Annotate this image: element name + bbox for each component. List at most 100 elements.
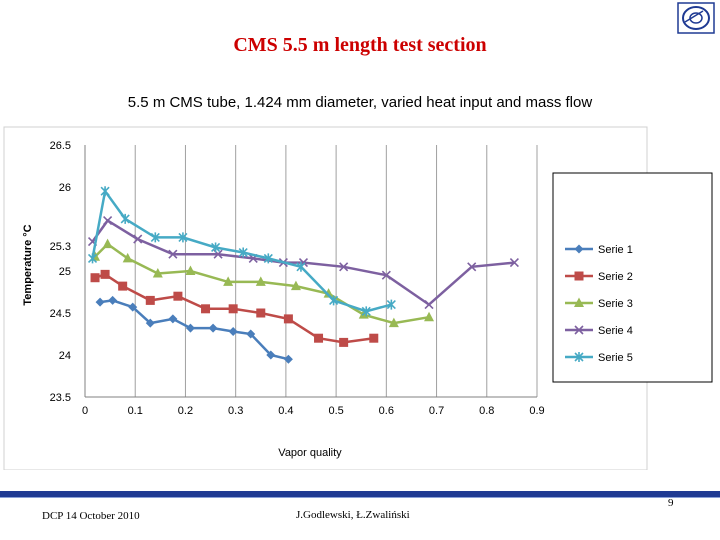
legend-item: Serie 3 — [565, 297, 633, 310]
data-point — [133, 234, 143, 244]
cern-logo-icon — [677, 2, 715, 34]
y-tick-label: 24.5 — [50, 308, 71, 320]
data-point — [509, 258, 519, 268]
x-tick-label: 0.8 — [479, 405, 494, 417]
data-point — [152, 268, 163, 278]
legend-label: Serie 3 — [598, 298, 633, 310]
data-point — [118, 281, 128, 291]
data-point — [90, 273, 100, 283]
x-axis-label: Vapor quality — [278, 447, 342, 459]
y-tick-label: 23.5 — [50, 392, 71, 404]
legend-item: Serie 4 — [565, 325, 633, 337]
data-point — [150, 232, 160, 243]
y-tick-label: 26.5 — [50, 140, 71, 152]
page-number: 9 — [668, 497, 674, 509]
legend-item: Serie 1 — [565, 244, 633, 256]
data-point — [574, 352, 584, 362]
x-tick-label: 0.4 — [278, 405, 293, 417]
x-tick-label: 0.9 — [529, 405, 544, 417]
series-serie-3 — [90, 238, 435, 328]
data-point — [263, 253, 273, 264]
data-point — [100, 186, 110, 197]
data-point — [424, 311, 435, 322]
footer-bar — [0, 491, 720, 497]
legend: Serie 1 Serie 2 Serie 3 Serie 4 Serie 5 — [565, 244, 633, 364]
data-point — [178, 232, 188, 243]
x-tick-label: 0.6 — [379, 405, 394, 417]
x-tick-label: 0.5 — [328, 405, 343, 417]
data-point — [145, 318, 155, 328]
data-point — [246, 329, 256, 339]
data-point — [185, 265, 196, 275]
data-point — [381, 270, 391, 280]
data-point — [574, 271, 584, 281]
data-point — [211, 242, 221, 253]
data-point — [329, 295, 339, 306]
data-point — [386, 299, 396, 310]
series-line — [91, 188, 392, 313]
data-point — [120, 213, 130, 224]
data-point — [223, 276, 234, 286]
data-point — [228, 326, 238, 336]
data-point — [95, 297, 105, 307]
x-tick-label: 0.1 — [128, 405, 143, 417]
footer-authors: J.Godlewski, Ł.Zwaliński — [296, 509, 410, 521]
data-point — [361, 306, 371, 317]
data-point — [228, 304, 238, 314]
data-point — [173, 291, 183, 301]
chart-title: 5.5 m CMS tube, 1.424 mm diameter, varie… — [127, 94, 593, 111]
legend-label: Serie 2 — [598, 271, 633, 283]
data-point — [256, 308, 266, 318]
data-point — [128, 302, 138, 312]
series-serie-5 — [87, 186, 396, 317]
series-line — [94, 242, 430, 325]
legend-label: Serie 1 — [598, 244, 633, 256]
y-tick-label: 25.3 — [50, 241, 71, 253]
x-tick-label: 0.2 — [178, 405, 193, 417]
data-point — [100, 269, 110, 279]
data-point — [314, 333, 324, 343]
legend-item: Serie 5 — [565, 352, 633, 364]
data-point — [339, 262, 349, 272]
data-point — [87, 253, 98, 264]
chart: 0 0.1 0.2 0.3 0.4 0.5 0.6 0.7 0.8 0.9 23.5 24 24.5 25… — [3, 126, 713, 470]
legend-label: Serie 5 — [598, 352, 633, 364]
data-point — [168, 249, 178, 259]
data-point — [574, 297, 584, 307]
data-point — [208, 323, 218, 333]
y-tick-label: 26 — [59, 182, 71, 194]
data-point — [201, 304, 211, 314]
y-tick-label: 25 — [59, 266, 71, 278]
series-group — [87, 186, 519, 364]
legend-item: Serie 2 — [565, 271, 633, 283]
legend-label: Serie 4 — [598, 325, 633, 337]
data-point — [323, 288, 334, 298]
data-point — [467, 262, 477, 272]
data-point — [122, 252, 133, 263]
data-point — [339, 337, 349, 347]
data-point — [296, 261, 306, 272]
y-axis-label: Temperature °C — [22, 224, 34, 305]
data-point — [108, 295, 118, 305]
data-point — [238, 247, 248, 258]
data-point — [255, 276, 266, 286]
data-point — [283, 354, 293, 364]
data-point — [369, 333, 379, 343]
data-point — [283, 314, 293, 324]
data-point — [388, 317, 399, 328]
data-point — [574, 244, 584, 254]
series-serie-1 — [95, 295, 293, 364]
footer-date: DCP 14 October 2010 — [42, 510, 140, 522]
data-point — [102, 238, 113, 249]
footer-divider — [0, 497, 720, 498]
data-point — [103, 216, 113, 226]
data-point — [574, 325, 584, 335]
data-point — [145, 295, 155, 305]
x-tick-label: 0.3 — [228, 405, 243, 417]
data-point — [185, 323, 195, 333]
x-tick-label: 0.7 — [429, 405, 444, 417]
data-point — [424, 300, 434, 310]
slide-title: CMS 5.5 m length test section — [233, 34, 487, 56]
axis-ticks: 0 0.1 0.2 0.3 0.4 0.5 0.6 0.7 0.8 0.9 23.5 24 24.5 25… — [50, 140, 545, 417]
data-point — [266, 350, 276, 360]
